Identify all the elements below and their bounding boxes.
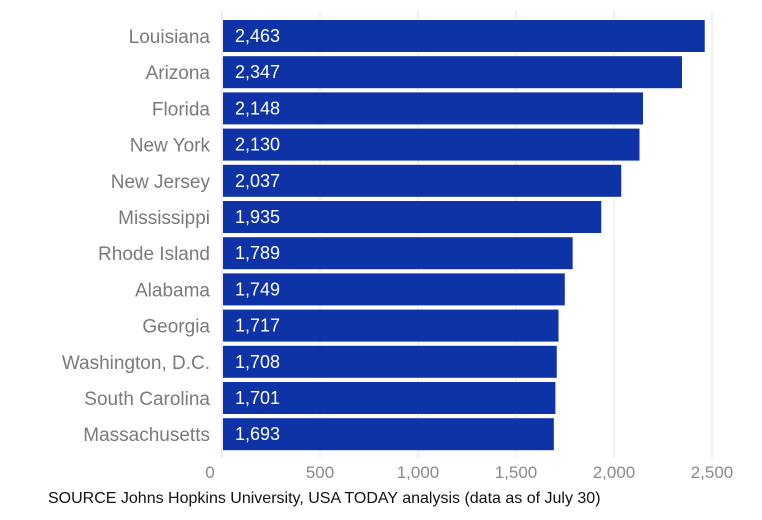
bar-value-label: 2,347 [235, 62, 280, 82]
bar-value-label: 1,935 [235, 207, 280, 227]
category-label: Louisiana [129, 27, 211, 48]
category-label: Alabama [135, 280, 210, 301]
bar-value-label: 2,148 [235, 98, 280, 118]
bar [223, 345, 557, 378]
bar-value-label: 1,789 [235, 243, 280, 263]
x-tick-label: 2,000 [593, 463, 636, 480]
x-tick-label: 500 [306, 463, 334, 480]
category-label: Arizona [146, 63, 211, 84]
category-label: South Carolina [84, 389, 210, 410]
bar [223, 20, 705, 52]
x-tick-label: 2,500 [691, 463, 734, 480]
bar-value-label: 2,130 [235, 135, 280, 155]
bar [223, 418, 554, 451]
bar [223, 309, 559, 342]
bar [223, 164, 622, 197]
x-tick-label: 1,500 [495, 463, 538, 480]
category-label: Washington, D.C. [62, 353, 210, 374]
source-note: SOURCE Johns Hopkins University, USA TOD… [48, 490, 601, 507]
category-label: Mississippi [118, 208, 210, 229]
bar [223, 273, 565, 306]
x-tick-label: 1,000 [397, 463, 440, 480]
category-label-layer: Louisiana Arizona Florida New York New Jerse… [62, 27, 211, 446]
category-label: Massachusetts [83, 425, 210, 446]
bar [223, 56, 683, 89]
category-label: Rhode Island [98, 244, 210, 265]
bar-value-label: 1,717 [235, 316, 280, 336]
bar-value-label: 2,037 [235, 171, 280, 191]
x-tick-label: 0 [205, 463, 214, 480]
bar-value-label: 1,749 [235, 279, 280, 299]
category-label: Florida [152, 99, 211, 120]
bar [223, 201, 602, 233]
bar [223, 237, 573, 270]
bar [223, 128, 640, 161]
bar [223, 382, 556, 414]
category-label: Georgia [142, 317, 210, 338]
bar [223, 92, 644, 125]
bar-layer: 2,463 2,347 2,148 2,130 2,037 1,935 1,789 1,749… [223, 20, 705, 451]
bar-value-label: 1,708 [235, 352, 280, 372]
bar-value-label: 1,701 [235, 388, 280, 408]
bar-value-label: 1,693 [235, 424, 280, 444]
category-label: New Jersey [111, 172, 211, 193]
bar-value-label: 2,463 [235, 26, 280, 46]
category-label: New York [130, 136, 211, 157]
x-tick-layer: 0 500 1,000 1,500 2,000 2,500 [205, 463, 733, 480]
bar-chart: 2,463 2,347 2,148 2,130 2,037 1,935 1,789 1,749… [62, 10, 733, 480]
